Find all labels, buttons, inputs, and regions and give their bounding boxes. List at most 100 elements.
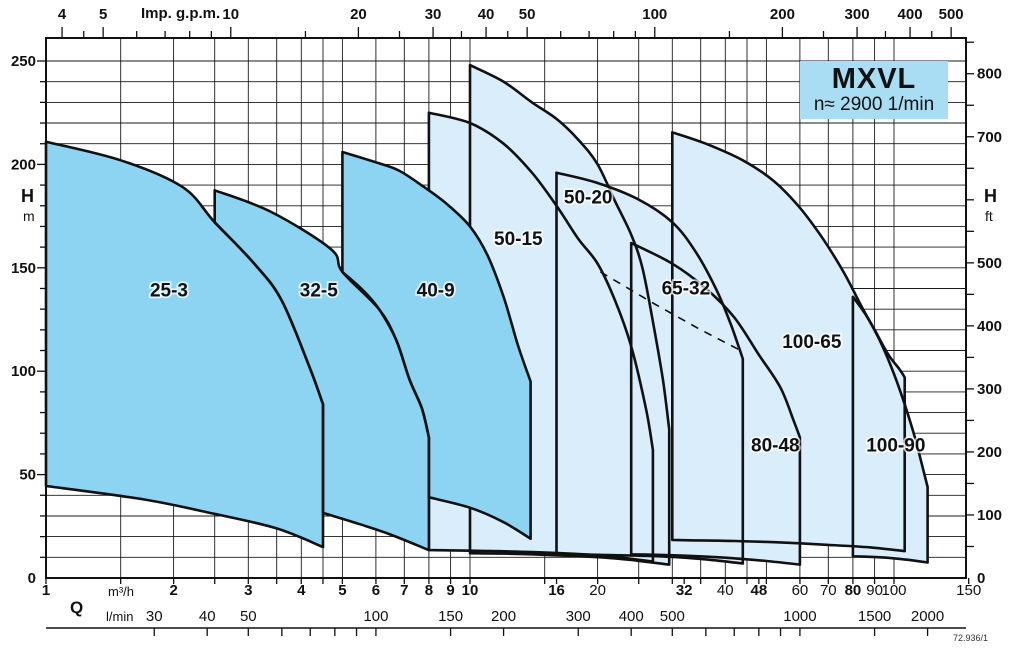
m3h-tick-label: 70	[820, 582, 837, 599]
right-axis-symbol: H	[984, 186, 997, 206]
top-tick-label: 400	[898, 6, 923, 23]
envelope-label-25-3: 25-3	[150, 281, 188, 302]
bottom-axis-lmin-unit: l/min	[106, 609, 134, 624]
envelope-label-50-20: 50-20	[564, 187, 613, 208]
top-tick-label: 5	[99, 6, 107, 23]
left-tick-label: 50	[19, 467, 36, 484]
lmin-tick-label: 30	[146, 608, 163, 625]
left-tick-label: 100	[11, 363, 36, 380]
envelope-outline-40-9	[341, 150, 532, 540]
lmin-tick-label: 400	[619, 608, 644, 625]
m3h-tick-label: 40	[717, 582, 734, 599]
m3h-tick-label: 5	[338, 582, 346, 599]
envelope-outline-100-90	[851, 295, 929, 564]
bottom-axis-m3h-unit: m³/h	[108, 584, 134, 599]
envelope-label-100-90: 100-90	[866, 436, 925, 457]
right-tick-label: 800	[977, 66, 1002, 83]
envelope-label-40-9: 40-9	[417, 281, 455, 302]
right-tick-label: 700	[977, 129, 1002, 146]
m3h-tick-label: 6	[372, 582, 380, 599]
top-tick-label: 30	[425, 6, 442, 23]
m3h-tick-label: 60	[792, 582, 809, 599]
envelope-outline-80-48	[629, 241, 802, 566]
left-axis-unit: m	[23, 208, 35, 224]
lmin-tick-label: 2000	[911, 608, 944, 625]
m3h-tick-label: 16	[548, 582, 565, 599]
left-axis-symbol: H	[21, 186, 34, 206]
right-tick-label: 500	[977, 255, 1002, 272]
right-axis-unit: ft	[985, 208, 993, 224]
m3h-tick-label: 2	[169, 582, 177, 599]
envelope-fill-100-65	[672, 132, 905, 552]
top-tick-label: 40	[478, 6, 495, 23]
m3h-tick-label: 100	[881, 582, 906, 599]
envelope-outline-65-32	[555, 171, 745, 565]
top-tick-label: 200	[770, 6, 795, 23]
left-tick-label: 250	[11, 53, 36, 70]
envelope-fill-100-90	[852, 296, 928, 563]
right-tick-label: 100	[977, 507, 1002, 524]
lmin-tick-label: 1000	[783, 608, 816, 625]
top-tick-label: 10	[222, 6, 239, 23]
envelope-label-50-15: 50-15	[494, 229, 543, 250]
m3h-tick-label: 80	[845, 582, 862, 599]
envelope-label-65-32: 65-32	[662, 278, 711, 299]
m3h-tick-label: 90	[866, 582, 883, 599]
envelope-fill-25-3	[46, 141, 323, 547]
lmin-tick-label: 500	[660, 608, 685, 625]
page-title: MXVL	[831, 63, 917, 96]
top-axis-unit: Imp. g.p.m.	[141, 5, 221, 22]
bottom-axis-q-label: Q	[70, 598, 84, 617]
envelope-outline-50-20	[468, 63, 671, 566]
right-tick-label: 0	[977, 570, 985, 587]
lmin-tick-label: 40	[199, 608, 216, 625]
top-tick-label: 50	[519, 6, 536, 23]
envelope-label-100-65: 100-65	[782, 332, 842, 353]
m3h-tick-label: 48	[751, 582, 768, 599]
left-tick-label: 200	[11, 156, 36, 173]
lmin-tick-label: 300	[566, 608, 591, 625]
envelope-outlines-light	[427, 63, 929, 566]
m3h-tick-label: 1	[42, 582, 50, 599]
lmin-tick-label: 1500	[858, 608, 891, 625]
m3h-tick-label: 9	[446, 582, 454, 599]
top-tick-label: 20	[350, 6, 367, 23]
plot-frame	[45, 37, 967, 579]
top-tick-label: 100	[642, 6, 667, 23]
title-box: MXVL n≈ 2900 1/min	[800, 61, 948, 119]
m3h-tick-label: 150	[956, 582, 981, 599]
document-number: 72.936/1	[952, 633, 988, 643]
top-tick-label: 500	[939, 6, 964, 23]
lmin-tick-label: 150	[438, 608, 463, 625]
dashed-boundary-line	[599, 271, 742, 352]
envelope-labels: 50-15 50-20 65-32 80-48 100-65 100-90 25-3 32-5…	[148, 186, 927, 459]
envelope-outline-50-15	[427, 111, 655, 563]
envelope-label-80-48: 80-48	[751, 436, 800, 457]
lmin-tick-label: 50	[240, 608, 257, 625]
m3h-tick-label: 7	[400, 582, 408, 599]
right-tick-label: 400	[977, 318, 1002, 335]
envelope-fill-32-5	[214, 190, 429, 551]
top-axis: 4 5 10 20 30 40 50 100 200 300 400 500	[58, 6, 964, 38]
right-tick-label: 200	[977, 444, 1002, 461]
left-tick-label: 0	[28, 570, 36, 587]
lmin-tick-label: 200	[491, 608, 516, 625]
right-axis: 0 100 200 300 400 500 700 800	[966, 41, 1002, 587]
envelope-label-32-5: 32-5	[300, 281, 338, 302]
pump-speed-label: n≈ 2900 1/min	[813, 93, 935, 115]
m3h-tick-label: 20	[589, 582, 606, 599]
right-tick-label: 300	[977, 381, 1002, 398]
lmin-tick-label: 100	[363, 608, 388, 625]
m3h-tick-label: 10	[462, 582, 479, 599]
top-tick-label: 4	[58, 6, 67, 23]
envelope-outlines-dark	[44, 140, 532, 552]
left-tick-label: 150	[11, 260, 36, 277]
left-axis: 0 50 100 150 200 250	[11, 53, 46, 587]
top-tick-label: 300	[845, 6, 870, 23]
m3h-tick-label: 8	[425, 582, 433, 599]
m3h-tick-label: 3	[244, 582, 252, 599]
m3h-tick-label: 4	[297, 582, 306, 599]
